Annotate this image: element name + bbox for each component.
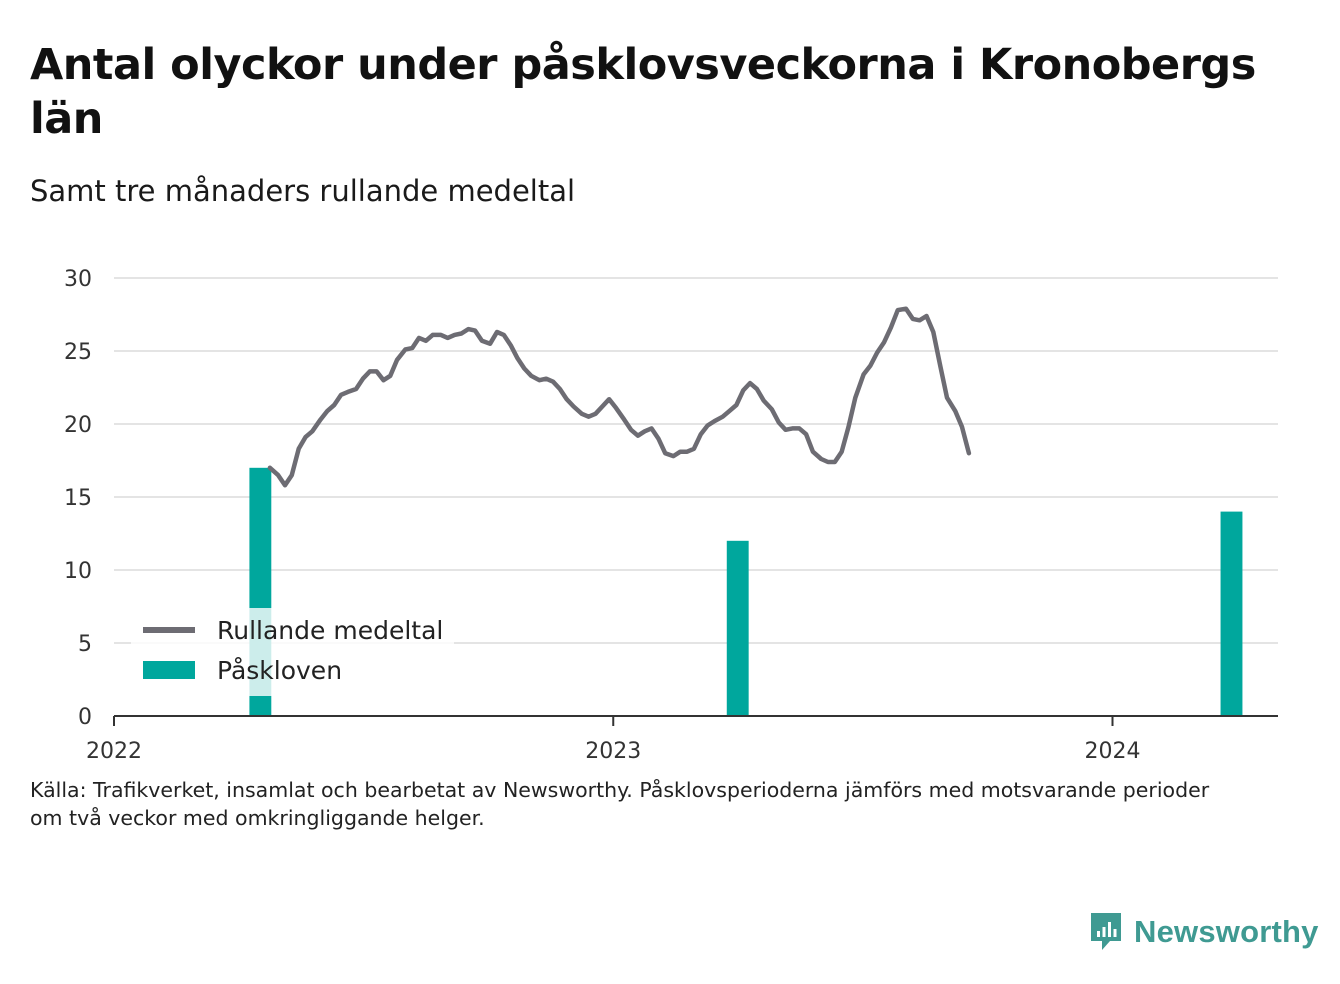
chart: 0 5 10 15 20 25 30 2022 2023 2024 Rullande medelt… bbox=[64, 267, 1278, 764]
legend-background bbox=[131, 608, 454, 696]
bar-series bbox=[249, 467, 1243, 716]
x-tick-label: 2024 bbox=[1084, 739, 1140, 764]
legend: Rullande medeltal Påskloven bbox=[131, 608, 454, 696]
source-note: Källa: Trafikverket, insamlat och bearbe… bbox=[30, 778, 1210, 830]
newsworthy-logo: Newsworthy bbox=[1088, 910, 1319, 954]
y-tick-label: 30 bbox=[64, 267, 92, 292]
y-tick-label: 20 bbox=[64, 413, 92, 438]
y-tick-label: 15 bbox=[64, 486, 92, 511]
line-series-path bbox=[267, 306, 972, 488]
x-tick-label: 2023 bbox=[585, 739, 641, 764]
brand-name: Newsworthy bbox=[1134, 914, 1319, 949]
bar bbox=[1220, 511, 1243, 716]
legend-label-rullande-medeltal: Rullande medeltal bbox=[217, 616, 443, 645]
y-tick-label: 5 bbox=[78, 632, 92, 657]
axes: 0 5 10 15 20 25 30 2022 2023 2024 bbox=[64, 267, 1278, 764]
chart-title: Antal olyckor under påsklovsveckorna i K… bbox=[30, 40, 1256, 144]
grid-lines bbox=[114, 277, 1278, 644]
y-tick-label: 25 bbox=[64, 340, 92, 365]
x-tick-label: 2022 bbox=[86, 739, 142, 764]
y-tick-label: 10 bbox=[64, 559, 92, 584]
legend-swatch-paskloven bbox=[143, 661, 195, 679]
bar-chart-logo-icon bbox=[1091, 913, 1121, 950]
line-series bbox=[267, 306, 972, 488]
y-tick-label: 0 bbox=[78, 705, 92, 730]
legend-label-paskloven: Påskloven bbox=[217, 656, 342, 685]
bar bbox=[726, 540, 749, 716]
chart-subtitle: Samt tre månaders rullande medeltal bbox=[30, 174, 576, 208]
